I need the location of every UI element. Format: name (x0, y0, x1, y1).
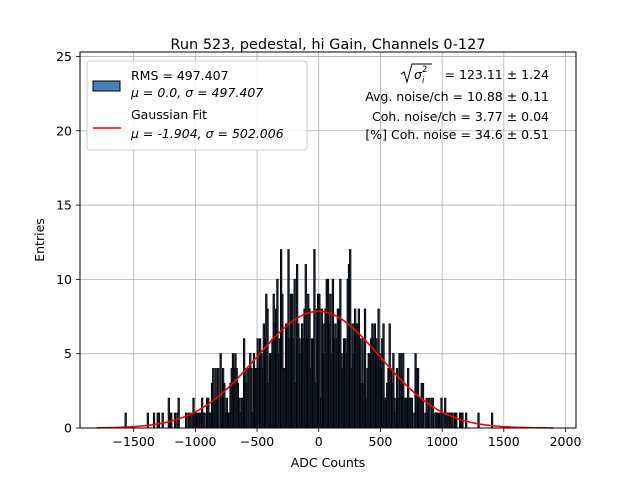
histogram-bar (431, 397, 434, 429)
gaussian-fit-curve (96, 310, 554, 429)
histogram-bar (161, 412, 164, 429)
y-tick-label: 25 (56, 49, 72, 64)
y-tick-label: 0 (64, 421, 72, 436)
legend: RMS = 497.407 μ = 0.0, σ = 497.407 Gauss… (86, 60, 308, 151)
noise-annotations: σ 2 i = 123.11 ± 1.24 Avg. noise/ch = 10… (365, 63, 549, 142)
x-tick-label: −1000 (174, 434, 216, 449)
x-tick-label: 0 (315, 434, 323, 449)
histogram-bar (428, 397, 431, 429)
histogram-bar (177, 397, 180, 429)
chart-title: Run 523, pedestal, hi Gain, Channels 0-1… (170, 37, 485, 53)
legend-histogram-stats: μ = 0.0, σ = 497.407 (130, 85, 263, 100)
y-tick-label: 5 (64, 346, 72, 361)
histogram-bar (152, 412, 156, 429)
x-tick-label: −500 (240, 434, 274, 449)
legend-fit-stats: μ = -1.904, σ = 502.006 (130, 126, 284, 141)
legend-histogram-swatch (92, 80, 121, 92)
histogram-bar (455, 412, 458, 429)
legend-fit-label: Gaussian Fit (131, 107, 207, 122)
histogram-bar (451, 412, 454, 429)
sqrt-sigma-symbol: σ 2 i (400, 63, 432, 86)
avg-noise-annotation: Avg. noise/ch = 10.88 ± 0.11 (365, 89, 549, 104)
svg-text:2: 2 (422, 65, 427, 75)
histogram-bar (441, 412, 444, 429)
y-tick-label: 10 (56, 272, 72, 287)
x-axis-ticks: −1500 −1000 −500 0 500 1000 1500 2000 (113, 428, 582, 449)
histogram-bar (203, 412, 206, 429)
x-tick-label: 500 (369, 434, 393, 449)
legend-box (86, 60, 308, 151)
y-axis-label: Entries (32, 218, 47, 262)
svg-text:σ: σ (414, 67, 423, 82)
sqrt-sigma-value: = 123.11 ± 1.24 (445, 67, 549, 82)
y-tick-label: 20 (56, 123, 72, 138)
x-tick-label: −1500 (113, 434, 155, 449)
x-axis-label: ADC Counts (291, 455, 366, 470)
histogram-bar (421, 382, 425, 429)
histogram-bar (477, 412, 480, 429)
histogram-bar (217, 368, 220, 429)
y-axis-ticks: 0 5 10 15 20 25 (56, 49, 80, 436)
histogram-bar (410, 397, 414, 429)
svg-text:i: i (422, 76, 425, 86)
pct-coh-noise-annotation: [%] Coh. noise = 34.6 ± 0.51 (365, 127, 549, 142)
histogram-bar (124, 412, 127, 429)
plot-frame (79, 51, 577, 429)
x-tick-label: 1500 (488, 434, 520, 449)
coh-noise-annotation: Coh. noise/ch = 3.77 ± 0.04 (372, 109, 549, 124)
y-tick-label: 15 (56, 198, 72, 213)
legend-histogram-label: RMS = 497.407 (131, 68, 229, 83)
histogram-bar (246, 368, 249, 429)
x-tick-label: 1000 (426, 434, 458, 449)
x-tick-label: 2000 (550, 434, 582, 449)
histogram-bar (157, 412, 161, 429)
